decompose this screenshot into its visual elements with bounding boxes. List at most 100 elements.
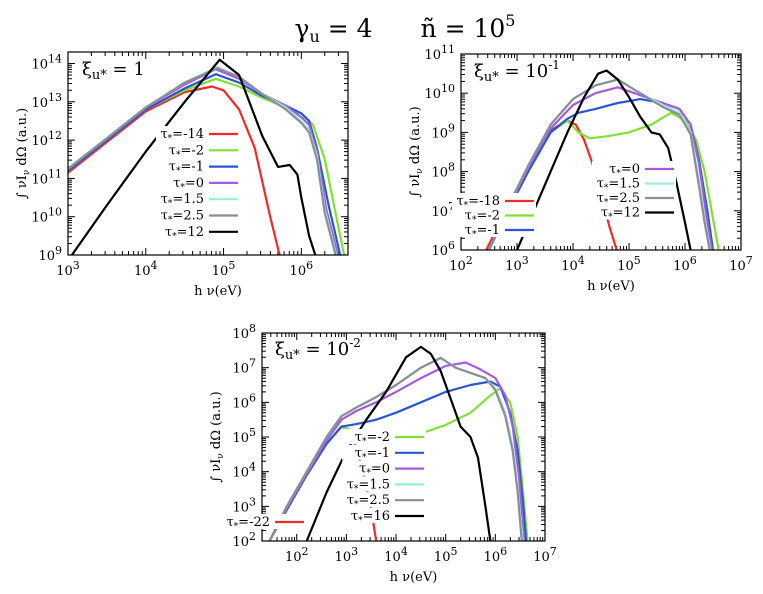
legend-bg xyxy=(342,444,426,460)
legend-bg xyxy=(156,223,240,239)
x-axis-label: h ν(eV) xyxy=(587,279,635,294)
x-tick-label: 106 xyxy=(673,254,697,274)
legend-bg xyxy=(592,175,676,191)
series-line-6 xyxy=(70,58,317,255)
legend-bg xyxy=(342,429,426,444)
series-group xyxy=(485,69,720,250)
x-tick-label: 106 xyxy=(290,259,314,279)
x-tick-label: 104 xyxy=(561,254,585,274)
y-axis-label: ∫ νIν dΩ (a.u.) xyxy=(15,108,32,199)
legend-bg xyxy=(592,161,676,176)
series-line-6 xyxy=(515,69,692,250)
legend-bg xyxy=(452,207,536,223)
x-axis-label: h ν(eV) xyxy=(194,284,242,299)
x-tick-label: 106 xyxy=(484,545,508,565)
y-tick-label: 104 xyxy=(232,461,256,481)
y-tick-label: 108 xyxy=(232,322,256,342)
y-tick-label: 105 xyxy=(232,426,256,446)
legend-bg xyxy=(342,508,426,523)
legend-bg xyxy=(222,514,306,529)
x-tick-label: 104 xyxy=(134,259,158,279)
series-line-5 xyxy=(487,78,711,250)
series-line-5 xyxy=(268,356,523,541)
series-line-0 xyxy=(68,85,281,255)
series-line-3 xyxy=(268,361,526,541)
xi-annotation: ξu* = 10-2 xyxy=(275,336,361,363)
legend-label: τ*=0 xyxy=(359,462,390,479)
x-tick-label: 103 xyxy=(335,545,359,565)
series-group xyxy=(68,58,346,255)
legend-bg xyxy=(342,460,426,476)
y-tick-label: 107 xyxy=(232,357,256,377)
plot-frame xyxy=(67,51,349,256)
plot-frame xyxy=(460,53,742,251)
legend-bg xyxy=(156,126,240,141)
y-tick-label: 107 xyxy=(431,200,455,220)
x-tick-label: 105 xyxy=(617,254,641,274)
legend-label: τ*=-14 xyxy=(160,127,204,144)
legend-bg xyxy=(156,191,240,207)
legend-label: τ*=2.5 xyxy=(161,209,204,226)
legend-label: τ*=-1 xyxy=(355,446,390,463)
legend-bg xyxy=(342,492,426,508)
legend-label: τ*=12 xyxy=(601,206,640,223)
legend-label: τ*=0 xyxy=(173,176,204,193)
y-tick-label: 102 xyxy=(232,530,256,550)
legend-label: τ*=12 xyxy=(165,225,204,242)
legend-label: τ*=1.5 xyxy=(347,477,390,494)
legend-bg xyxy=(592,204,676,220)
legend-bg xyxy=(342,476,426,492)
y-tick-label: 109 xyxy=(38,244,62,264)
x-tick-label: 103 xyxy=(56,259,80,279)
plot-frame xyxy=(261,332,546,542)
y-tick-label: 1010 xyxy=(424,82,455,102)
y-axis-label: ∫ νIν dΩ (a.u.) xyxy=(209,391,226,482)
y-tick-label: 1010 xyxy=(31,206,62,226)
ticks xyxy=(261,332,546,542)
x-tick-label: 102 xyxy=(285,545,309,565)
x-tick-label: 104 xyxy=(384,545,408,565)
series-line-5 xyxy=(68,66,337,255)
legend-label: τ*=0 xyxy=(609,162,640,179)
legend-bg xyxy=(156,174,240,190)
legend-bg xyxy=(156,158,240,174)
legend-label: τ*=2.5 xyxy=(347,493,390,510)
panel-xi-0.1: 102 103 104 105 106 107 106 107 108 109 1010 1011 h … xyxy=(408,43,753,294)
series-line-3 xyxy=(487,86,714,250)
xi-annotation: ξu* = 1 xyxy=(82,59,145,83)
legend-label: τ*=1.5 xyxy=(161,192,204,209)
legend-bg xyxy=(452,222,536,237)
y-axis-label: ∫ νIν dΩ (a.u.) xyxy=(408,106,425,197)
legend-label: τ*=-2 xyxy=(169,143,204,160)
y-tick-label: 1012 xyxy=(31,129,62,149)
legend-bg xyxy=(156,207,240,223)
y-tick-label: 109 xyxy=(431,121,455,141)
y-tick-label: 103 xyxy=(232,495,256,515)
y-tick-label: 106 xyxy=(232,391,256,411)
legend-label: τ*=-1 xyxy=(169,160,204,177)
legend-label: τ*=16 xyxy=(351,509,390,526)
legend-label: τ*=-22 xyxy=(226,515,270,532)
y-tick-label: 106 xyxy=(431,239,455,259)
panel-xi-0.01: 102 103 104 105 106 107 102 103 104 105 106 107 108 h… xyxy=(209,322,557,585)
y-tick-label: 108 xyxy=(431,161,455,181)
xi-annotation: ξu* = 10-1 xyxy=(474,58,560,85)
x-tick-label: 102 xyxy=(449,254,473,274)
legend-bg xyxy=(592,190,676,205)
x-tick-label: 107 xyxy=(729,254,753,274)
y-tick-label: 1013 xyxy=(31,91,62,111)
legend-label: τ*=1.5 xyxy=(597,177,640,194)
y-tick-label: 1011 xyxy=(424,43,455,63)
y-tick-label: 1011 xyxy=(31,167,62,187)
legend-label: τ*=-2 xyxy=(465,209,500,226)
x-tick-label: 103 xyxy=(505,254,529,274)
legend-label: τ*=2.5 xyxy=(597,191,640,208)
legend-label: τ*=-18 xyxy=(456,194,500,211)
panel-xi-1: 103 104 105 106 109 1010 1011 1012 1013 1014 h ν(e… xyxy=(15,51,349,299)
legend-label: τ*=-2 xyxy=(355,430,390,447)
legend-bg xyxy=(156,142,240,158)
y-tick-label: 1014 xyxy=(31,52,62,72)
legend-bg xyxy=(452,193,536,208)
